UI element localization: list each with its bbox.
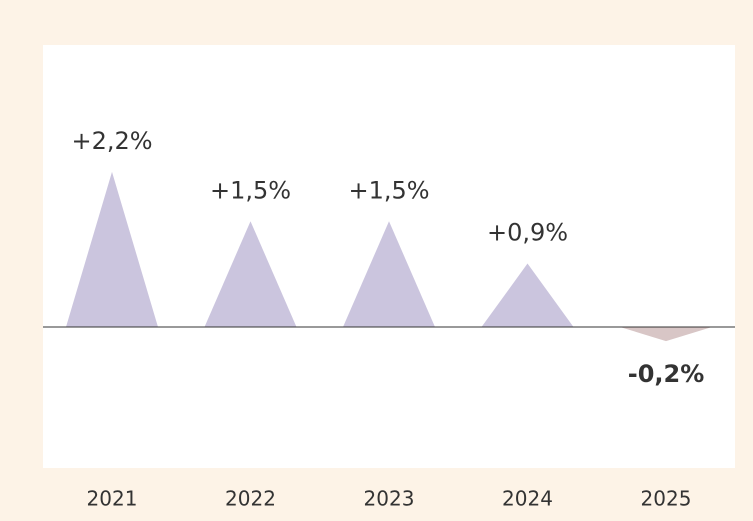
triangle-bar <box>204 221 297 327</box>
x-tick-label: 2024 <box>502 487 553 511</box>
triangle-bar <box>481 263 574 327</box>
value-label: +1,5% <box>210 176 291 204</box>
x-tick-label: 2021 <box>87 487 138 511</box>
value-label: +2,2% <box>71 127 152 155</box>
value-label: +1,5% <box>348 176 429 204</box>
value-label: +0,9% <box>487 219 568 247</box>
triangle-bar <box>620 327 712 342</box>
x-tick-label: 2025 <box>641 487 692 511</box>
value-label: -0,2% <box>628 360 705 388</box>
x-tick-label: 2022 <box>225 487 276 511</box>
triangle-bar <box>343 221 435 327</box>
triangle-bar <box>66 171 158 327</box>
x-tick-label: 2023 <box>364 487 415 511</box>
